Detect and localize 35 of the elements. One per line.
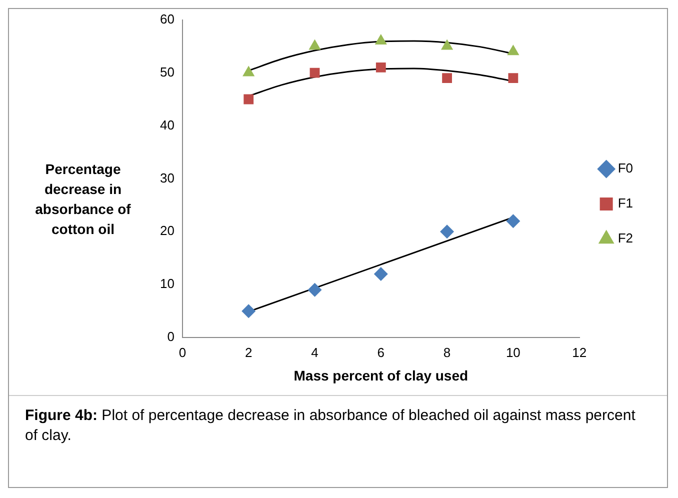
point [244,94,254,104]
y-tick-label: 60 [160,11,174,26]
point [310,68,320,78]
x-tick-label: 0 [178,344,186,360]
point [242,304,256,318]
x-tick-label: 12 [572,344,587,360]
y-tick-label: 0 [167,329,174,344]
point [506,214,520,228]
point [374,267,388,282]
y-tick-label: 20 [160,223,174,238]
y-tick-label: 50 [160,64,174,80]
text: Figure 4b: Plot of percentage decrease in absorbance of bleached oil against mass percent of clay. [25,407,636,444]
x-tick-label: 4 [311,344,318,360]
point [242,66,255,76]
point [308,282,322,297]
legend-label: F0 [618,160,633,176]
legend-label: F2 [618,230,633,246]
point [374,34,387,44]
x-tick-label: 2 [244,344,252,360]
point [442,73,452,84]
point [508,73,518,84]
point [376,62,386,72]
x-axis-title: Mass percent of clay used [294,367,468,384]
x-tick-label: 10 [506,344,520,360]
point [507,44,520,56]
y-tick-label: 40 [160,117,174,132]
y-axis-title: Percentage decrease in absorbance of cotton oil [34,160,132,239]
point [440,224,454,239]
x-tick-label: 6 [377,344,385,360]
legend-label: F1 [618,196,633,211]
y-tick-label: 30 [160,170,174,186]
point [440,39,454,50]
point [308,39,321,50]
y-tick-label: 10 [160,276,174,292]
x-tick-label: 8 [443,344,451,360]
